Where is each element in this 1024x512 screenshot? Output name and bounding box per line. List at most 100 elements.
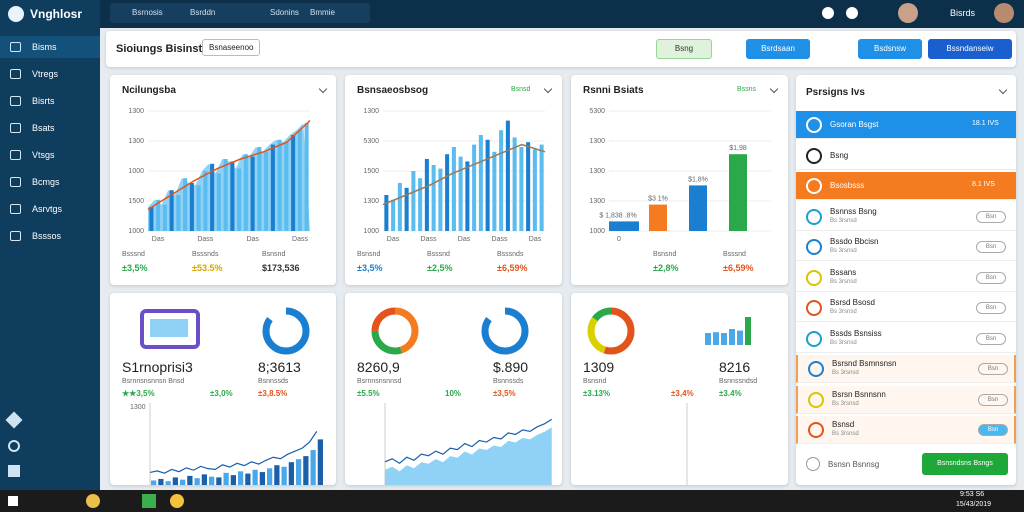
search-text[interactable]: Bsrddn — [190, 8, 216, 17]
app-icon[interactable] — [142, 494, 156, 508]
item-sub: Bs 3rsnsd — [830, 278, 857, 285]
menu-icon[interactable] — [10, 42, 21, 52]
bar — [451, 147, 456, 231]
list-item[interactable]: Bsrsn Bsnnsnn Bs 3rsnsd Bsn — [796, 385, 1016, 414]
chart-card: Rsnni Bsiats Bssns 5300 1300 1300 1300 1000 0 $ … — [571, 75, 788, 285]
list-item[interactable]: Gsoran Bsgst 18.1 IVS — [796, 111, 1016, 139]
menu-icon[interactable] — [10, 123, 21, 133]
toggle[interactable]: Bsn — [976, 271, 1006, 284]
menu-item[interactable]: Bcmgs — [32, 177, 60, 187]
search-box[interactable]: Bsrnosis Bsrddn Sdonins Bmmie — [110, 3, 370, 23]
list-item[interactable]: Bssdo Bbcisn Bs 3rsnsd Bsn — [796, 233, 1016, 261]
menu-item[interactable]: Asrvtgs — [32, 204, 63, 214]
donut-segment — [371, 307, 419, 355]
toggle[interactable]: Bsn — [976, 241, 1006, 253]
bar — [729, 154, 747, 231]
menu-icon[interactable] — [10, 96, 21, 106]
item-name: Bsrsn Bsnnsnn — [832, 389, 886, 399]
y-tick-label: 1300 — [363, 198, 379, 205]
menu-item[interactable]: Bsssos — [32, 231, 62, 241]
bar — [284, 142, 289, 231]
list-item[interactable]: Bsnsd Bs 3rsnsd Bsn — [796, 416, 1016, 444]
item-icon — [806, 117, 822, 133]
menu-icon[interactable] — [10, 231, 21, 241]
list-item[interactable]: Bsrsnd Bsmnsnsn Bs 3rsnsd Bsn — [796, 355, 1016, 383]
menu-item[interactable]: Vtsgs — [32, 150, 55, 160]
card-title: Bsnsaeosbsog — [357, 85, 429, 96]
button[interactable]: Bsng — [656, 39, 712, 59]
list-item[interactable]: Bssds Bsnsiss Bs 3rsnsd Bsn — [796, 324, 1016, 353]
menu-item[interactable]: Bsats — [32, 123, 55, 133]
x-tick-label: Dass — [197, 236, 213, 243]
toggle[interactable]: Bsn — [976, 302, 1006, 314]
avatar[interactable] — [994, 3, 1014, 23]
bar — [209, 476, 215, 485]
button[interactable]: Bsrdsaan — [746, 39, 810, 59]
bar — [478, 135, 483, 231]
toggle[interactable]: Bsn — [976, 332, 1006, 345]
footer-icon — [806, 457, 820, 471]
button[interactable]: Bssndanseiw — [928, 39, 1012, 59]
menu-icon[interactable] — [10, 150, 21, 160]
bar — [384, 195, 389, 231]
y-tick-label: 1000 — [128, 228, 144, 235]
icon[interactable] — [822, 7, 834, 19]
x-tick-label: Das — [387, 236, 400, 243]
dropdown[interactable] — [318, 84, 328, 94]
bar — [189, 183, 194, 231]
bar-label: $ 1,838 .8% — [599, 212, 636, 219]
y-tick-label: 1500 — [363, 168, 379, 175]
filter[interactable]: Bsnaseenoo — [202, 39, 261, 56]
dropdown[interactable] — [543, 84, 553, 94]
start-button[interactable] — [8, 496, 18, 506]
chart-card: Bsnsaeosbsog Bsnsd 1300 5300 1500 1300 1000 Das… — [345, 75, 562, 285]
item-icon — [806, 300, 822, 316]
menu-icon[interactable] — [10, 69, 21, 79]
toggle[interactable]: Bsn — [978, 424, 1008, 436]
menu-icon[interactable] — [10, 177, 21, 187]
search-text[interactable]: Bmmie — [310, 8, 335, 17]
card-tag: Bssns — [737, 86, 757, 93]
action-button[interactable]: Bsnsndsns Bsngs — [922, 453, 1008, 475]
icon-inner — [150, 319, 188, 337]
bar — [391, 199, 396, 231]
item-name: Bssdo Bbcisn — [830, 237, 879, 246]
list-item[interactable]: Bsnnss Bsng Bs 3rsnsd Bsn — [796, 202, 1016, 231]
app-icon[interactable] — [86, 494, 100, 508]
dropdown[interactable] — [998, 85, 1008, 95]
logo: Vnghlosr — [30, 7, 83, 21]
trend-line — [384, 418, 553, 465]
menu-item[interactable]: Vtregs — [32, 69, 59, 79]
item-tag: 8.1 IVS — [972, 181, 995, 188]
chart: 5300 1300 1300 1300 1000 0 $ 1,838 .8% $3 1% $1,… — [589, 108, 771, 243]
icon[interactable] — [846, 7, 858, 19]
item-icon — [806, 208, 822, 225]
toggle[interactable]: Bsn — [978, 393, 1008, 406]
list-item[interactable]: Bsosbsss 8.1 IVS — [796, 172, 1016, 200]
item-name: Bssds Bsnsiss — [830, 328, 882, 338]
button[interactable]: Bsdsnsw — [858, 39, 922, 59]
list-item[interactable]: Bsng — [796, 141, 1016, 170]
menu-item[interactable]: Bisms — [32, 42, 57, 52]
list-item[interactable]: Bssans Bs 3rsnsd Bsn — [796, 263, 1016, 292]
toggle[interactable]: Bsn — [978, 363, 1008, 375]
menu-active[interactable] — [0, 36, 100, 58]
y-tick-label: 1000 — [589, 228, 605, 235]
chart — [371, 307, 529, 355]
toggle[interactable]: Bsn — [976, 210, 1006, 223]
app-icon[interactable] — [170, 494, 184, 508]
dropdown[interactable] — [769, 84, 779, 94]
search-text[interactable]: Sdonins — [270, 8, 299, 17]
item-tag: 18.1 IVS — [972, 120, 999, 127]
search-text[interactable]: Bsrnosis — [132, 8, 163, 17]
item-name: Bsrsd Bsosd — [830, 298, 875, 307]
user-name[interactable]: Bisrds — [950, 8, 976, 18]
bar — [512, 137, 517, 231]
item-sub: Bs 3rsnsd — [832, 431, 859, 437]
bar — [180, 479, 186, 485]
panel-title: Psrsigns Ivs — [806, 87, 865, 98]
list-item[interactable]: Bsrsd Bsosd Bs 3rsnsd Bsn — [796, 294, 1016, 322]
menu-item[interactable]: Bisrts — [32, 96, 55, 106]
menu-icon[interactable] — [10, 204, 21, 214]
avatar[interactable] — [898, 3, 918, 23]
